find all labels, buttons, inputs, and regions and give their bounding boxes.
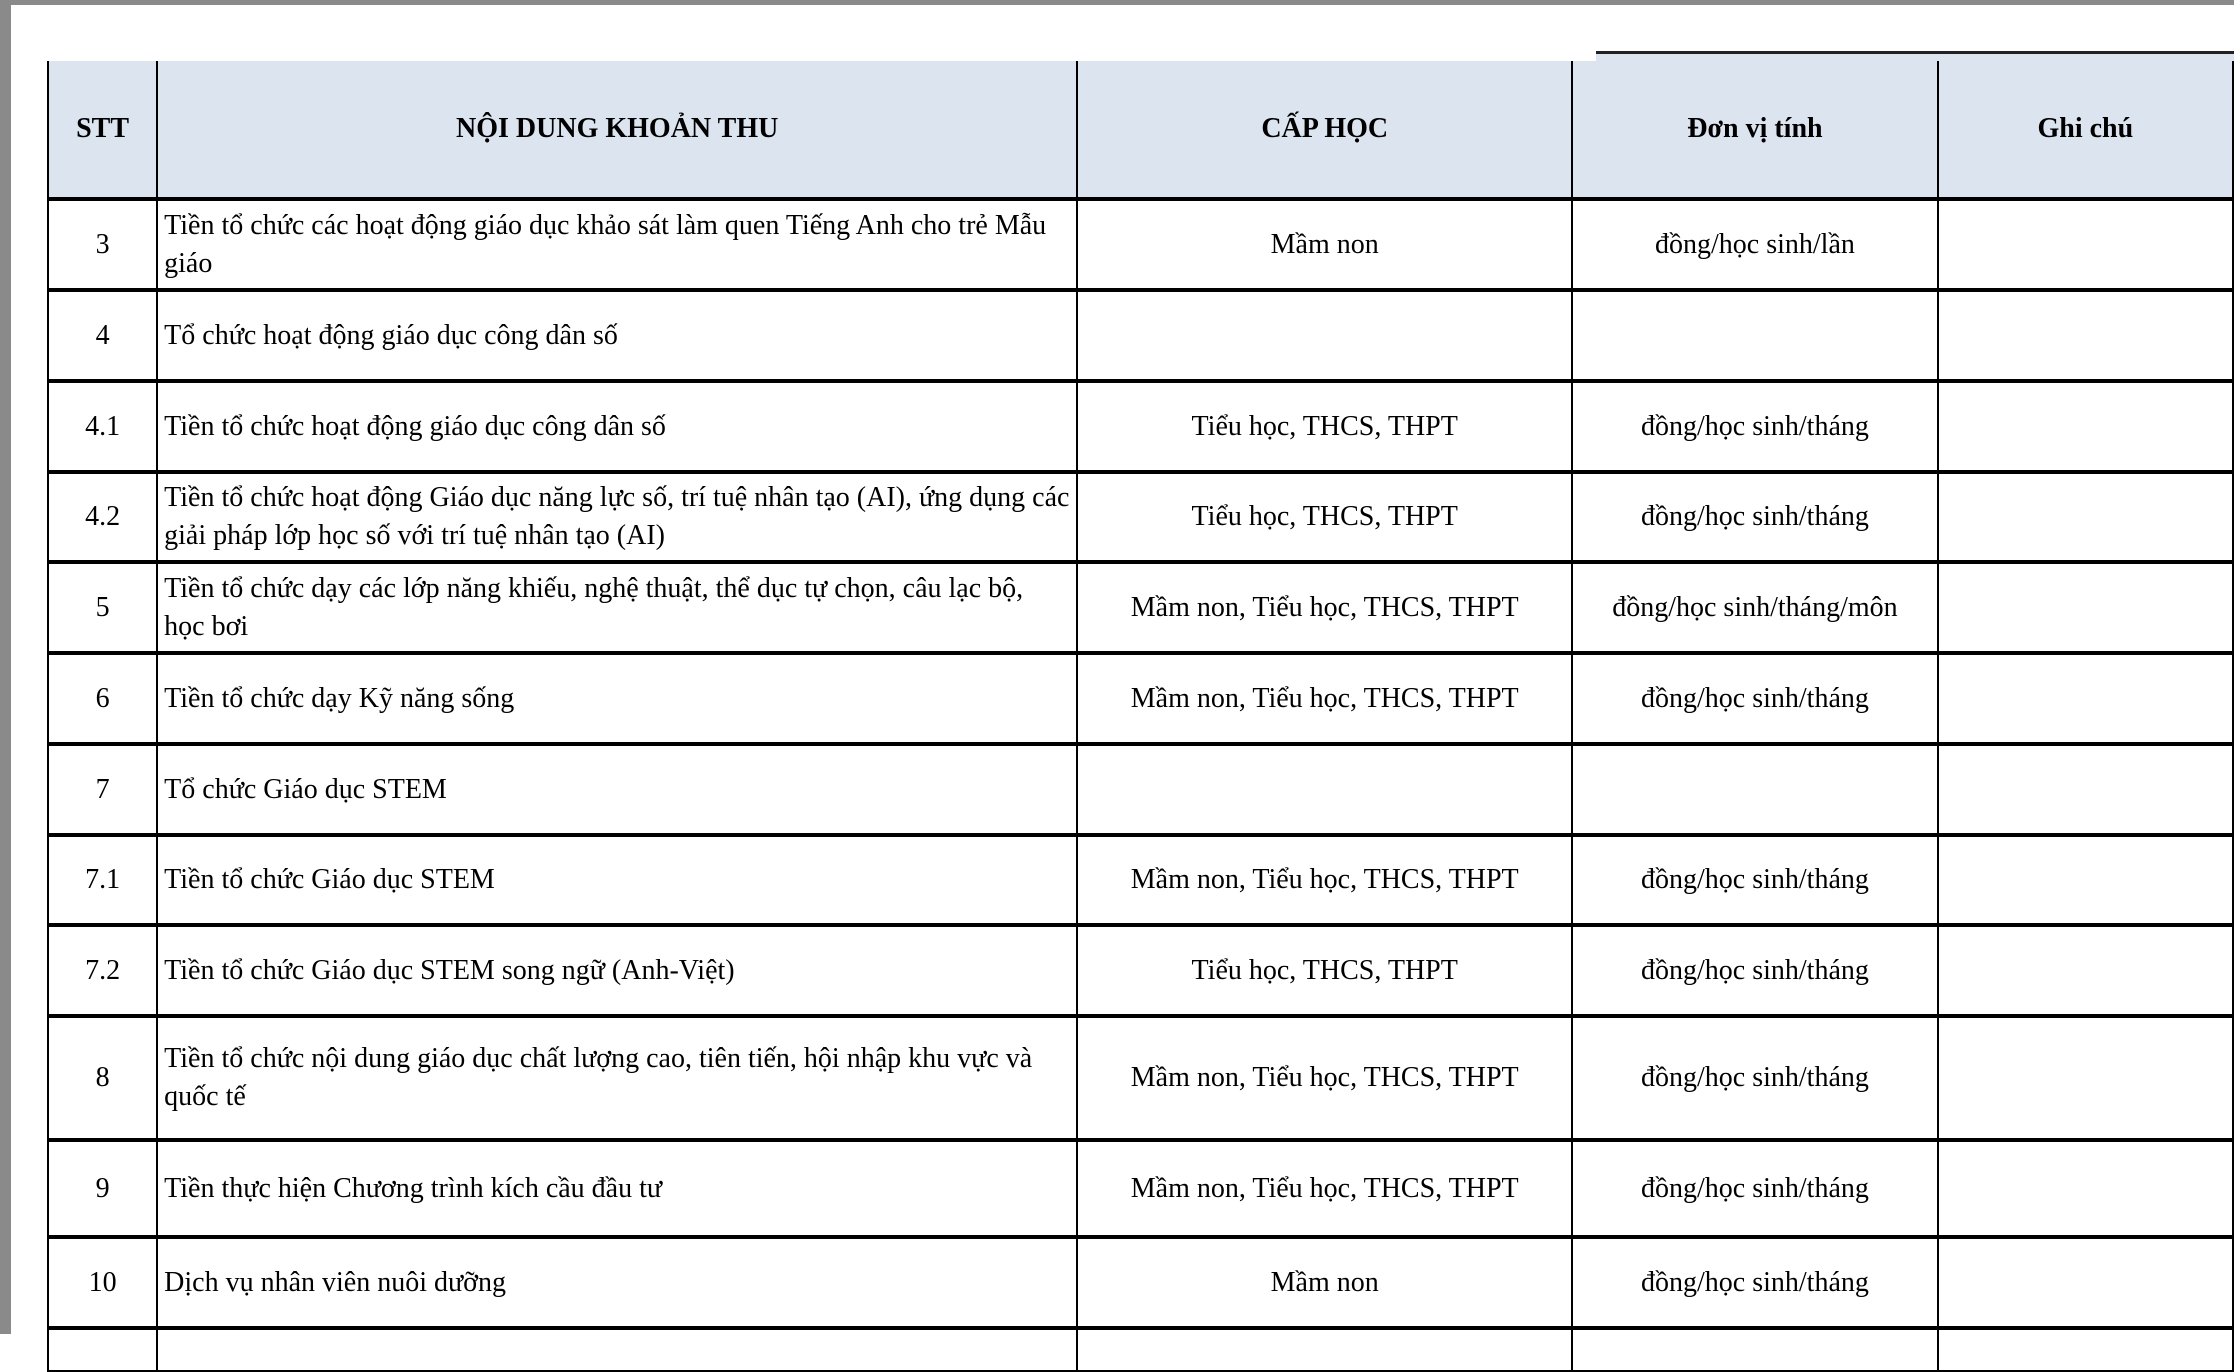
row-stt: 4.1 [46,380,159,474]
row-content: Tiền thực hiện Chương trình kích cầu đầu… [156,1139,1079,1239]
row-stt: 6 [46,652,159,746]
fee-table: STT NỘI DUNG KHOẢN THU CẤP HỌC Đơn vị tí… [46,61,2234,1372]
table-row: 9 Tiền thực hiện Chương trình kích cầu đầ… [46,1139,2234,1239]
header-extension [1596,51,2234,64]
row-level [1076,289,1574,383]
row-unit: đồng/học sinh/tháng [1571,380,1939,474]
empty-cell [156,1327,1079,1372]
table-row-partial [46,1327,2234,1372]
row-content: Tiền tổ chức hoạt động Giáo dục năng lực… [156,471,1079,564]
header-note: Ghi chú [1936,61,2234,201]
empty-cell [1076,1327,1574,1372]
row-unit: đồng/học sinh/tháng [1571,924,1939,1018]
row-unit: đồng/học sinh/tháng [1571,652,1939,746]
header-unit: Đơn vị tính [1571,61,1939,201]
row-note [1936,1015,2234,1142]
row-note [1936,834,2234,927]
row-content: Tổ chức hoạt động giáo dục công dân số [156,289,1079,383]
row-note [1936,1236,2234,1330]
row-level: Tiểu học, THCS, THPT [1076,924,1574,1018]
table-row: 7 Tổ chức Giáo dục STEM [46,743,2234,837]
row-stt: 9 [46,1139,159,1239]
empty-cell [1936,1327,2234,1372]
row-note [1936,924,2234,1018]
row-content: Tiền tổ chức hoạt động giáo dục công dân… [156,380,1079,474]
row-content: Tiền tổ chức nội dung giáo dục chất lượn… [156,1015,1079,1142]
row-level: Mầm non, Tiểu học, THCS, THPT [1076,834,1574,927]
table-row: 7.1 Tiền tổ chức Giáo dục STEM Mầm non, Ti… [46,834,2234,927]
table-row: 3 Tiền tổ chức các hoạt động giáo dục khả… [46,198,2234,292]
row-level: Tiểu học, THCS, THPT [1076,380,1574,474]
table-row: 4.1 Tiền tổ chức hoạt động giáo dục công … [46,380,2234,474]
row-unit: đồng/học sinh/tháng [1571,1139,1939,1239]
row-level: Mầm non, Tiểu học, THCS, THPT [1076,561,1574,655]
row-note [1936,652,2234,746]
table-header-row: STT NỘI DUNG KHOẢN THU CẤP HỌC Đơn vị tí… [46,61,2234,201]
row-stt: 10 [46,1236,159,1330]
row-note [1936,471,2234,564]
row-note [1936,561,2234,655]
row-unit: đồng/học sinh/tháng [1571,834,1939,927]
row-level: Mầm non, Tiểu học, THCS, THPT [1076,1139,1574,1239]
row-content: Tiền tổ chức Giáo dục STEM song ngữ (Anh… [156,924,1079,1018]
row-stt: 4 [46,289,159,383]
row-unit: đồng/học sinh/lần [1571,198,1939,292]
row-note [1936,743,2234,837]
row-content: Tiền tổ chức Giáo dục STEM [156,834,1079,927]
table-row: 4.2 Tiền tổ chức hoạt động Giáo dục năng … [46,471,2234,564]
row-level: Mầm non [1076,1236,1574,1330]
row-stt: 5 [46,561,159,655]
header-level: CẤP HỌC [1076,61,1574,201]
row-unit: đồng/học sinh/tháng [1571,471,1939,564]
row-level: Mầm non, Tiểu học, THCS, THPT [1076,1015,1574,1142]
row-unit: đồng/học sinh/tháng [1571,1236,1939,1330]
header-content: NỘI DUNG KHOẢN THU [156,61,1079,201]
row-level: Tiểu học, THCS, THPT [1076,471,1574,564]
table-row: 5 Tiền tổ chức dạy các lớp năng khiếu, ng… [46,561,2234,655]
row-unit: đồng/học sinh/tháng/môn [1571,561,1939,655]
row-unit [1571,743,1939,837]
row-unit: đồng/học sinh/tháng [1571,1015,1939,1142]
row-content: Tiền tổ chức dạy Kỹ năng sống [156,652,1079,746]
window-left-edge [0,0,11,1334]
row-stt: 4.2 [46,471,159,564]
row-content: Dịch vụ nhân viên nuôi dưỡng [156,1236,1079,1330]
empty-cell [1571,1327,1939,1372]
row-stt: 7.2 [46,924,159,1018]
row-note [1936,289,2234,383]
table-row: 4 Tổ chức hoạt động giáo dục công dân số [46,289,2234,383]
row-note [1936,198,2234,292]
empty-cell [46,1327,159,1372]
row-content: Tổ chức Giáo dục STEM [156,743,1079,837]
row-level: Mầm non, Tiểu học, THCS, THPT [1076,652,1574,746]
table-row: 10 Dịch vụ nhân viên nuôi dưỡng Mầm non đồn… [46,1236,2234,1330]
row-stt: 3 [46,198,159,292]
row-note [1936,1139,2234,1239]
table-row: 8 Tiền tổ chức nội dung giáo dục chất lượ… [46,1015,2234,1142]
row-content: Tiền tổ chức các hoạt động giáo dục khảo… [156,198,1079,292]
table-row: 6 Tiền tổ chức dạy Kỹ năng sống Mầm non, T… [46,652,2234,746]
row-level: Mầm non [1076,198,1574,292]
table-row: 7.2 Tiền tổ chức Giáo dục STEM song ngữ (… [46,924,2234,1018]
header-stt: STT [46,61,159,201]
window-top-edge [0,0,2234,5]
row-note [1936,380,2234,474]
row-level [1076,743,1574,837]
row-stt: 7.1 [46,834,159,927]
row-unit [1571,289,1939,383]
row-stt: 8 [46,1015,159,1142]
row-stt: 7 [46,743,159,837]
row-content: Tiền tổ chức dạy các lớp năng khiếu, ngh… [156,561,1079,655]
